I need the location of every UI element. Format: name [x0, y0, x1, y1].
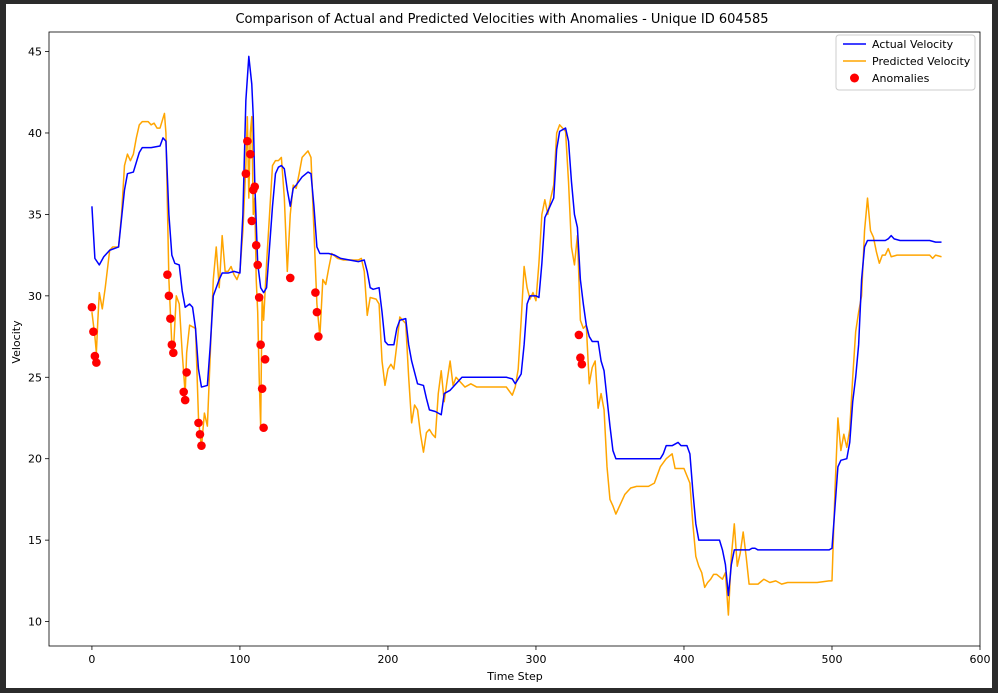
anomaly-point — [574, 330, 584, 340]
y-tick-label: 30 — [28, 290, 42, 303]
x-tick-label: 100 — [229, 653, 250, 666]
y-tick-label: 45 — [28, 46, 42, 59]
anomaly-point — [243, 136, 252, 146]
x-tick-label: 600 — [970, 653, 991, 666]
anomaly-point — [256, 340, 265, 350]
legend-predicted-label: Predicted Velocity — [872, 55, 971, 68]
anomaly-point — [260, 355, 270, 364]
anomaly-point — [312, 307, 322, 317]
anomaly-point — [251, 241, 261, 250]
predicted-velocity-line — [91, 112, 942, 616]
anomaly-point — [195, 429, 205, 439]
series-layer — [91, 55, 942, 616]
x-tick-label: 0 — [88, 653, 95, 666]
figure-frame: Comparison of Actual and Predicted Veloc… — [6, 4, 992, 688]
plot-area — [49, 32, 980, 646]
chart-title: Comparison of Actual and Predicted Veloc… — [235, 12, 768, 27]
anomaly-point — [285, 273, 295, 283]
anomaly-point — [246, 149, 255, 159]
legend-anomalies-label: Anomalies — [872, 72, 930, 85]
anomaly-point — [89, 327, 98, 336]
x-tick-label: 300 — [525, 653, 546, 666]
anomaly-point — [90, 351, 100, 361]
x-tick-label: 500 — [821, 653, 842, 666]
anomaly-point — [250, 182, 260, 192]
anomaly-point — [257, 384, 267, 393]
y-tick-label: 10 — [28, 616, 42, 629]
anomaly-point — [92, 358, 101, 367]
anomaly-point — [254, 293, 264, 302]
x-tick-label: 200 — [377, 653, 398, 666]
anomaly-point — [576, 353, 585, 363]
anomaly-point — [169, 348, 178, 358]
anomaly-point — [182, 368, 191, 377]
actual-velocity-line — [91, 55, 942, 597]
anomaly-point — [194, 418, 203, 428]
anomaly-point — [577, 359, 587, 369]
anomaly-point — [311, 288, 320, 297]
y-axis-title: Velocity — [10, 320, 23, 364]
anomaly-point — [180, 395, 190, 405]
legend-box — [835, 34, 976, 91]
anomaly-point — [253, 260, 262, 270]
anomaly-point — [167, 340, 177, 350]
y-tick-label: 35 — [28, 208, 42, 221]
anomaly-point — [259, 423, 268, 433]
y-tick-label: 15 — [28, 534, 42, 547]
legend-actual-label: Actual Velocity — [872, 38, 954, 51]
x-axis: 0 100 200 300 400 500 600 — [88, 646, 991, 666]
legend-anomalies-swatch — [850, 73, 859, 83]
legend: Actual Velocity Predicted Velocity Anoma… — [835, 34, 976, 91]
x-tick-label: 400 — [673, 653, 694, 666]
x-axis-title: Time Step — [486, 670, 542, 683]
y-tick-label: 40 — [28, 127, 42, 140]
anomaly-point — [87, 302, 97, 312]
anomaly-point — [241, 169, 251, 178]
anomaly-point — [197, 441, 206, 450]
anomaly-markers — [87, 136, 587, 450]
anomaly-point — [314, 332, 323, 341]
y-tick-label: 20 — [28, 453, 42, 466]
plot-border — [48, 31, 981, 647]
anomaly-point — [179, 387, 188, 397]
anomaly-point — [164, 291, 174, 301]
line-chart: Comparison of Actual and Predicted Veloc… — [10, 12, 991, 683]
anomaly-point — [163, 270, 172, 279]
anomaly-point — [247, 216, 257, 226]
anomaly-point — [166, 314, 175, 323]
y-axis: 10 15 20 25 30 35 40 45 — [28, 46, 49, 629]
y-tick-label: 25 — [28, 371, 42, 384]
